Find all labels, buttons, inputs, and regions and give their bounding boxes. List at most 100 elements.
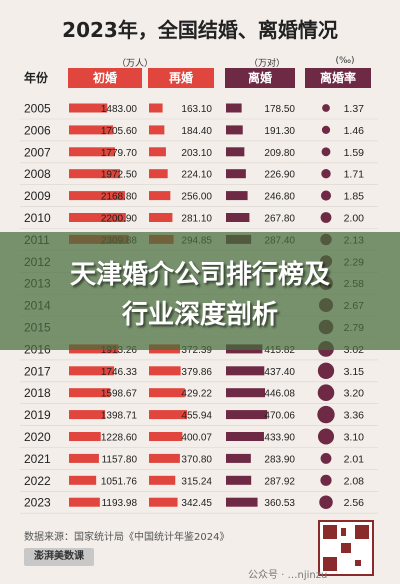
divorce-rate-value: 2.01 <box>344 453 365 465</box>
year-label: 2023 <box>24 496 51 510</box>
marriage-value: 1779.70 <box>101 148 138 159</box>
remarriage-value: 281.10 <box>181 214 212 225</box>
marriage-value: 1228.60 <box>101 433 138 444</box>
divorce-header: 离婚 <box>225 68 295 88</box>
remarriage-bar <box>149 475 176 485</box>
divorce-rate-circle <box>320 190 332 201</box>
divorce-bar <box>226 475 252 485</box>
remarriage-value: 224.10 <box>181 170 212 181</box>
year-label: 2017 <box>24 364 51 378</box>
divorce-bar <box>226 169 246 179</box>
divorce-bar <box>226 103 242 113</box>
remarriage-value: 370.80 <box>181 454 212 465</box>
rate-unit: (‰) <box>335 56 355 66</box>
marriage-bar <box>69 388 111 398</box>
divorce-rate-circle <box>317 405 335 424</box>
divorce-rate-circle <box>317 384 335 401</box>
divorce-rate-circle <box>320 212 332 223</box>
remarriage-value: 203.10 <box>181 148 212 159</box>
divorce-rate-value: 1.37 <box>344 103 365 115</box>
divorce-value: 415.82 <box>264 345 295 356</box>
remarriage-bar <box>149 103 163 113</box>
marriage-bar <box>69 497 100 507</box>
banner-line-1: 天津婚介公司排行榜及 <box>69 260 330 290</box>
marriage-value: 1913.26 <box>101 345 138 356</box>
marriage-value: 1051.76 <box>101 476 138 487</box>
divorce-rate-value: 1.59 <box>344 147 365 159</box>
banner-line-2: 行业深度剖析 <box>121 300 278 330</box>
remarriage-value: 372.39 <box>181 345 212 356</box>
marriage-bar <box>69 213 126 222</box>
publisher-logo: 澎湃美数课 <box>24 548 94 566</box>
marriage-value: 1598.67 <box>101 389 138 400</box>
remarriage-bar <box>149 453 180 463</box>
data-source: 数据来源：国家统计局《中国统计年鉴2024》 <box>24 532 230 543</box>
marriage-unit: （万人） <box>116 59 153 69</box>
divorce-rate-value: 1.85 <box>344 191 365 203</box>
year-label: 2019 <box>24 408 51 422</box>
remarriage-value: 315.24 <box>181 476 212 487</box>
divorce-rate-circle <box>321 147 331 157</box>
divorce-value: 246.80 <box>264 192 295 203</box>
marriage-bar <box>69 432 101 441</box>
year-label: 2020 <box>24 430 51 444</box>
year-label: 2022 <box>24 474 51 488</box>
divorce-bar <box>226 497 258 507</box>
divorce-value: 209.80 <box>264 148 295 159</box>
divorce-rate-value: 3.20 <box>344 388 365 400</box>
overlay-banner: 天津婚介公司排行榜及 行业深度剖析 <box>0 232 400 350</box>
year-label: 2021 <box>24 452 51 466</box>
marriage-value: 1157.80 <box>102 454 138 465</box>
divorce-bar <box>226 388 266 398</box>
remarriage-bar <box>149 366 181 376</box>
divorce-value: 267.80 <box>264 214 295 225</box>
marriage-header: 初婚 <box>68 68 142 88</box>
remarriage-bar <box>149 432 183 441</box>
qr-code-icon <box>318 520 374 576</box>
divorce-value: 433.90 <box>264 433 295 444</box>
divorce-bar <box>226 432 264 441</box>
marriage-value: 1705.60 <box>101 126 138 137</box>
marriage-value: 1483.00 <box>101 104 138 115</box>
remarriage-bar <box>149 410 187 420</box>
divorce-bar <box>226 410 268 420</box>
remarriage-value: 256.00 <box>181 192 212 203</box>
remarriage-bar <box>149 191 171 201</box>
watermark: 公众号 · …njinzu <box>248 570 328 581</box>
marriage-bar <box>69 147 115 157</box>
marriage-value: 1746.33 <box>101 367 138 378</box>
divorce-rate-value: 2.00 <box>344 213 365 225</box>
marriage-bar <box>69 125 114 135</box>
divorce-rate-value: 1.71 <box>344 169 365 181</box>
remarriage-value: 342.45 <box>181 498 212 509</box>
divorce-rate-value: 2.08 <box>344 475 365 487</box>
chart-title: 2023年，全国结婚、离婚情况 <box>62 18 338 42</box>
year-label: 2005 <box>24 102 51 116</box>
remarriage-bar <box>149 147 166 157</box>
divorce-value: 446.08 <box>264 389 295 400</box>
marriage-value: 2168.80 <box>101 192 138 203</box>
remarriage-value: 400.07 <box>181 433 212 444</box>
marriage-value: 1193.98 <box>102 498 138 509</box>
remarriage-value: 184.40 <box>181 126 212 137</box>
year-label: 2010 <box>24 211 51 225</box>
remarriage-bar <box>149 169 168 179</box>
divorce-rate-circle <box>317 428 335 445</box>
remarriage-bar <box>149 125 165 135</box>
divorce-bar <box>226 213 250 222</box>
divorce-value: 191.30 <box>264 126 295 137</box>
marriage-bar <box>69 475 97 485</box>
divorce-value: 226.90 <box>264 170 295 181</box>
divorce-value: 178.50 <box>264 104 295 115</box>
divorce-rate-value: 3.15 <box>344 366 365 378</box>
marriage-bar <box>69 410 106 420</box>
divorce-rate-value: 3.36 <box>344 410 365 422</box>
divorce-rate-circle <box>321 125 331 135</box>
marriage-bar <box>69 191 126 201</box>
remarriage-bar <box>149 497 178 507</box>
year-label: 2008 <box>24 167 51 181</box>
remarriage-value: 455.94 <box>181 411 212 422</box>
remarriage-value: 163.10 <box>181 104 212 115</box>
divorce-bar <box>226 366 265 376</box>
year-label: 2007 <box>24 145 51 159</box>
